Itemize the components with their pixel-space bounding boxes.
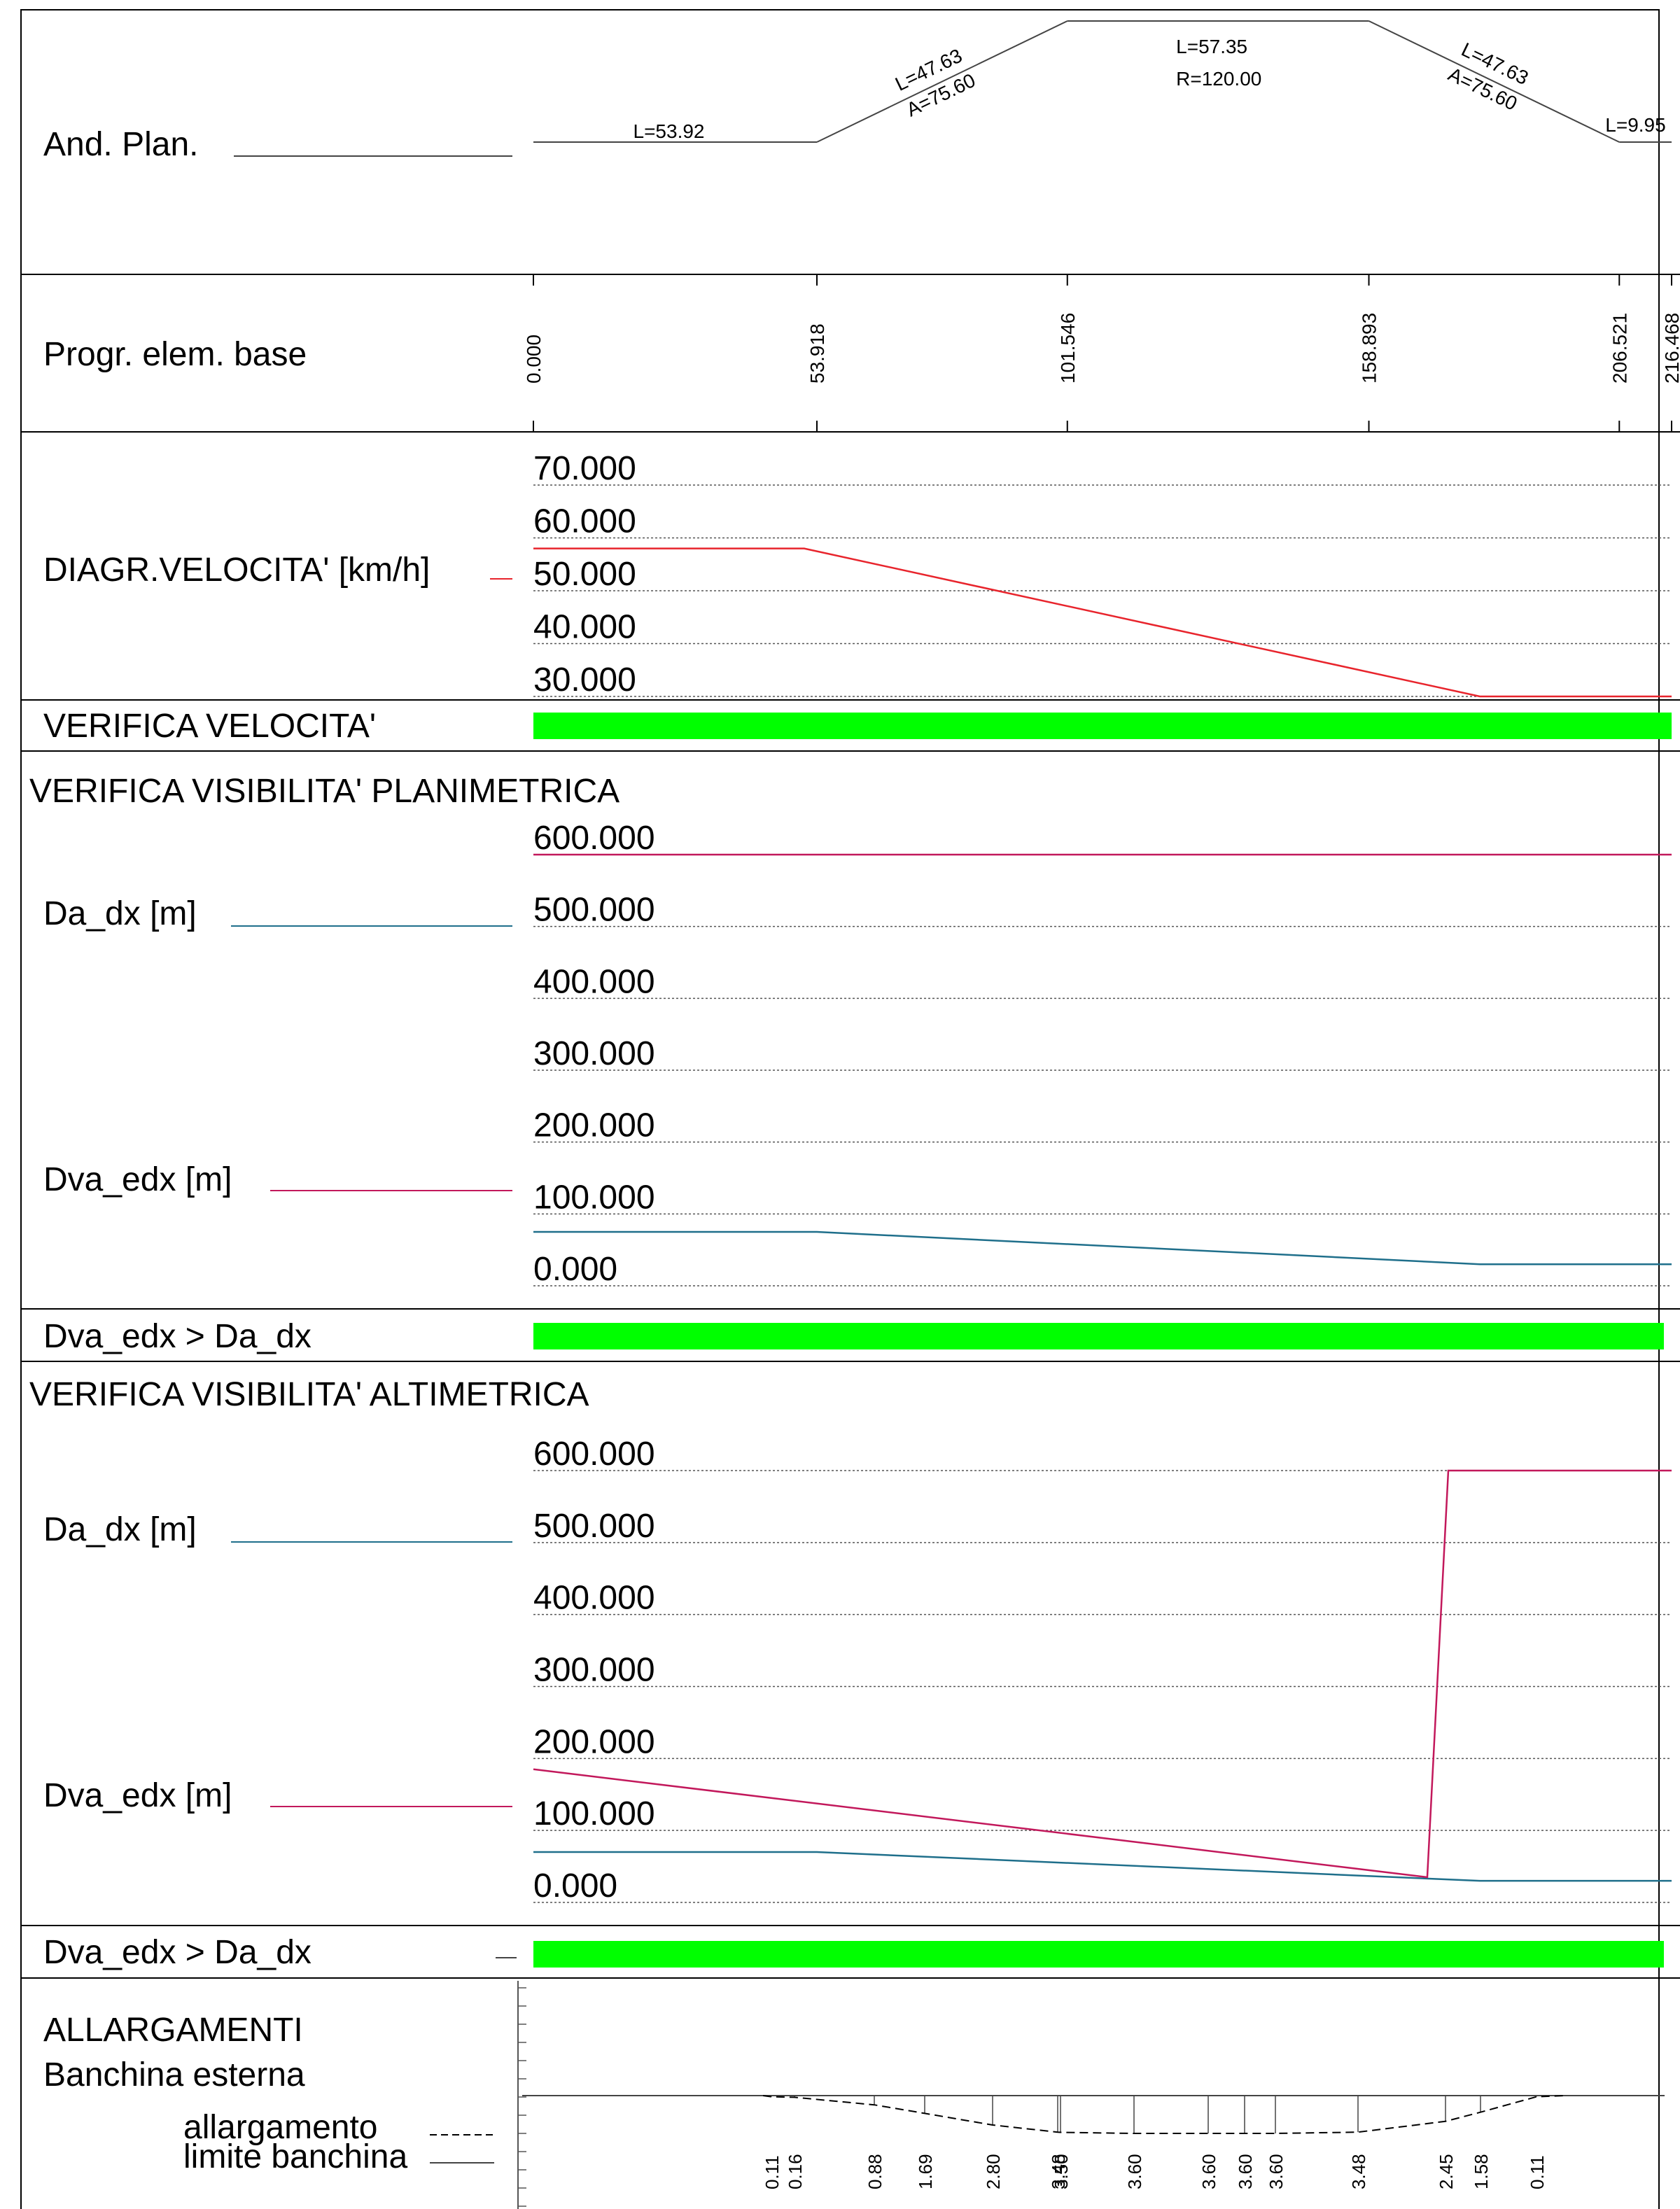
plan-element-label: L=57.35 [1176,36,1247,57]
widen-value-label: 3.48 [1348,2154,1369,2189]
alt-vis-check-bar [533,1941,1664,1968]
y-tick-label: 600.000 [533,820,655,857]
y-tick-label: 300.000 [533,1035,655,1072]
y-tick-label: 50.000 [533,556,636,593]
y-tick-label: 0.000 [533,1251,617,1288]
plan-row-title: And. Plan. [43,126,198,163]
widen-legend-label: allargamento [183,2109,378,2146]
progr-row-title: Progr. elem. base [43,336,307,373]
plan-elements: L=53.92L=47.63A=75.60L=57.35R=120.00 L=47… [533,20,1672,143]
widen-scale [518,1987,526,2207]
y-tick-label: 30.000 [533,661,636,699]
progr-tick-label: 101.546 [1057,313,1079,384]
alt-vis-chart: 0.000 100.000 200.000 300.000 400.000 500.000… [533,1436,1672,1905]
widen-chart: 0.11 0.16 0.88 1.69 2.80 3.483.50 3.60 3.60 3.60… [522,2095,1665,2189]
alt-vis-legend-da: Da_dx [m] [43,1511,197,1548]
sheet-frame [20,9,1680,2209]
speed-check-title: VERIFICA VELOCITA' [43,708,376,745]
check-pass-segment [533,1323,1664,1349]
widen-legend-limit-label: limite banchina [183,2138,407,2175]
series-line-speed [533,547,1672,698]
widen-value-label: 0.16 [785,2154,806,2189]
plan-vis-check-bar [533,1323,1664,1349]
plan-element-line [816,20,1068,143]
widen-subtitle: Banchina esterna [43,2056,305,2094]
y-tick-label: 300.000 [533,1652,655,1689]
plan-element-label: L=53.92 [634,120,705,142]
y-tick-label: 500.000 [533,892,655,929]
y-tick-label: 200.000 [533,1107,655,1144]
widen-title: ALLARGAMENTI [43,2012,303,2049]
plan-element-label: L=9.95 [1605,114,1665,136]
plan-vis-legend-dva: Dva_edx [m] [43,1161,232,1198]
y-tick-label: 600.000 [533,1436,655,1473]
y-tick-label: 500.000 [533,1508,655,1545]
widen-value-label: 3.60 [1198,2154,1219,2189]
y-tick-label: 400.000 [533,963,655,1000]
series-line-dva-edx-m- [533,1469,1672,1879]
widen-value-label: 1.58 [1471,2154,1492,2189]
speed-chart: 30.000 40.000 50.000 60.000 70.000 [533,450,1672,699]
widen-value-label: 3.60 [1124,2154,1145,2189]
outer-border [20,9,1660,2209]
widen-value-label: 2.45 [1436,2154,1457,2189]
progr-tick-label: 206.521 [1609,313,1630,384]
check-pass-segment [533,1941,1664,1968]
series-line-da-dx-m- [533,1230,1672,1265]
alt-vis-title: VERIFICA VISIBILITA' ALTIMETRICA [29,1376,589,1413]
speed-check-bar [533,713,1672,739]
widen-value-label: 3.60 [1235,2154,1256,2189]
widen-dashed-line [762,2095,1565,2134]
plan-vis-chart: 0.000 100.000 200.000 300.000 400.000 500.000… [533,820,1672,1288]
plan-vis-title: VERIFICA VISIBILITA' PLANIMETRICA [29,773,620,810]
plan-vis-check-title: Dva_edx > Da_dx [43,1318,312,1355]
widen-value-label: 0.11 [1527,2155,1548,2189]
y-tick-label: 60.000 [533,503,636,540]
widen-value-label: 3.60 [1266,2154,1287,2189]
progr-tick-label: 0.000 [523,335,545,384]
progr-ticks: 0.000 53.918 101.546 158.893 206.521 216.468 [523,274,1680,432]
y-tick-label: 0.000 [533,1867,617,1905]
progr-tick-label: 53.918 [806,323,828,384]
y-tick-label: 400.000 [533,1580,655,1617]
y-tick-label: 100.000 [533,1179,655,1216]
speed-row-title: DIAGR.VELOCITA' [km/h] [43,552,430,589]
plan-vis-legend-da: Da_dx [m] [43,895,197,932]
series-line-da-dx-m- [533,1851,1672,1882]
alt-vis-check-title: Dva_edx > Da_dx [43,1934,312,1971]
plan-element-line [1368,20,1620,143]
alt-vis-legend-dva: Dva_edx [m] [43,1777,232,1814]
check-pass-segment [533,713,1672,739]
y-tick-label: 40.000 [533,609,636,646]
y-tick-label: 100.000 [533,1795,655,1832]
widen-value-label: 1.69 [915,2154,936,2189]
widen-value-label: 0.11 [762,2155,783,2189]
widen-value-label: 2.80 [983,2154,1004,2189]
widen-value-label: 0.88 [864,2154,886,2189]
y-tick-label: 200.000 [533,1723,655,1760]
y-tick-label: 70.000 [533,450,636,487]
progr-tick-label: 216.468 [1661,313,1680,384]
widen-value-label: 3.48 [1048,2154,1069,2189]
plan-element-sub: R=120.00 [1176,68,1261,90]
progr-tick-label: 158.893 [1359,313,1380,384]
widen-value-label: 3.50 [1051,2154,1072,2189]
